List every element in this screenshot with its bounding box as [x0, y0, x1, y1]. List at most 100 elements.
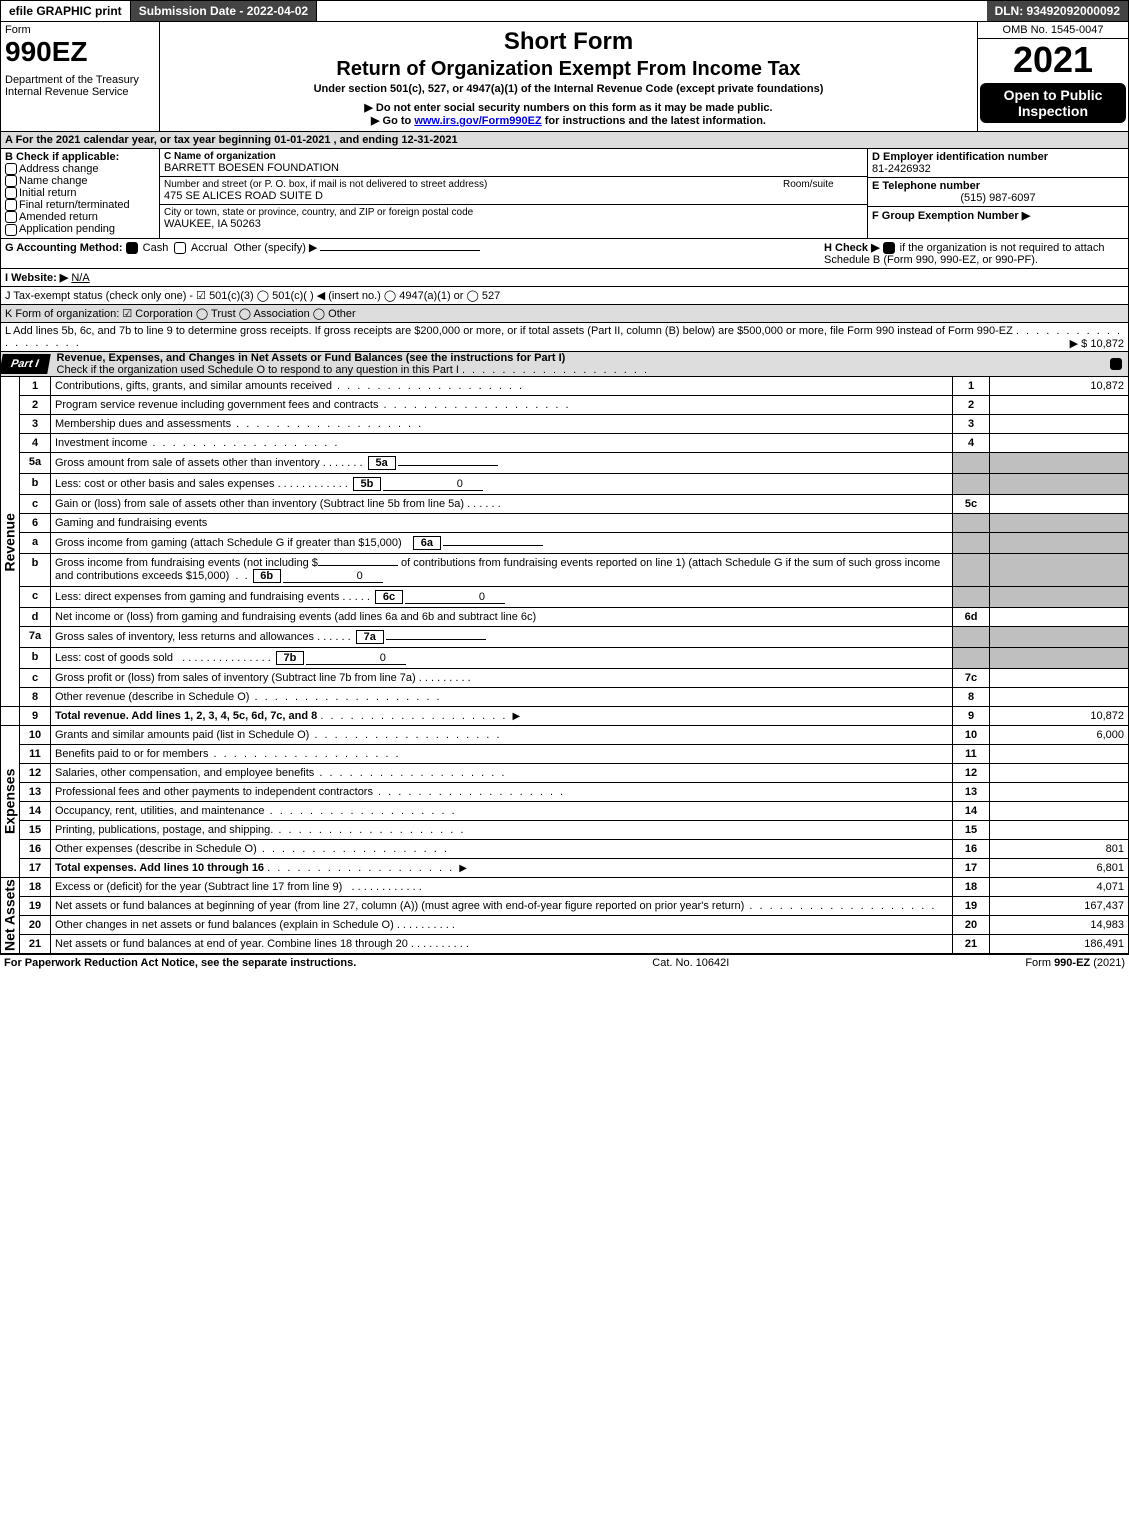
ln-3: 3 [20, 414, 51, 433]
check-application-pending[interactable]: Application pending [5, 223, 155, 235]
h-block: H Check ▶ if the organization is not req… [824, 241, 1124, 266]
part-i-checkbox[interactable] [1110, 358, 1122, 370]
amt-11 [990, 744, 1129, 763]
part-i-table: Revenue 1 Contributions, gifts, grants, … [0, 377, 1129, 954]
check-amended-return[interactable]: Amended return [5, 211, 155, 223]
ein-block: D Employer identification number 81-2426… [868, 149, 1128, 178]
amt-7b-shade [990, 647, 1129, 668]
check-initial-return[interactable]: Initial return [5, 187, 155, 199]
col-def: D Employer identification number 81-2426… [868, 149, 1128, 238]
rn-6d: 6d [953, 607, 990, 626]
header-center: Short Form Return of Organization Exempt… [160, 22, 978, 131]
ln-13: 13 [20, 782, 51, 801]
line-20-text: Other changes in net assets or fund bala… [51, 915, 953, 934]
check-cash[interactable] [126, 242, 138, 254]
check-name-change[interactable]: Name change [5, 175, 155, 187]
footer-center: Cat. No. 10642I [652, 957, 729, 969]
amt-13 [990, 782, 1129, 801]
check-h[interactable] [883, 242, 895, 254]
row-a-tax-year: A For the 2021 calendar year, or tax yea… [0, 132, 1129, 149]
website-value: N/A [71, 272, 89, 284]
line-13-text: Professional fees and other payments to … [51, 782, 953, 801]
lbl-cash: Cash [143, 242, 169, 254]
rn-6-shade [953, 513, 990, 532]
h-label: H Check ▶ [824, 242, 880, 254]
line-7a-text: Gross sales of inventory, less returns a… [51, 626, 953, 647]
col-c: C Name of organization BARRETT BOESEN FO… [160, 149, 868, 238]
line-16-text: Other expenses (describe in Schedule O) [51, 839, 953, 858]
open-public-badge: Open to Public Inspection [980, 83, 1126, 123]
amt-15 [990, 820, 1129, 839]
ln-6d: d [20, 607, 51, 626]
room-label: Room/suite [783, 179, 863, 190]
rn-15: 15 [953, 820, 990, 839]
sub3: ▶ Go to www.irs.gov/Form990EZ for instru… [164, 114, 973, 127]
tax-year: 2021 [978, 39, 1128, 81]
info-grid: B Check if applicable: Address change Na… [0, 149, 1129, 239]
netassets-vlabel: Net Assets [1, 877, 20, 953]
part-i-label: Part I [0, 354, 50, 374]
line-5b-text: Less: cost or other basis and sales expe… [51, 473, 953, 494]
lbl-amended-return: Amended return [19, 211, 98, 223]
check-final-return[interactable]: Final return/terminated [5, 199, 155, 211]
lbl-initial-return: Initial return [19, 187, 76, 199]
form-number: 990EZ [5, 36, 155, 68]
line-11-text: Benefits paid to or for members [51, 744, 953, 763]
ln-19: 19 [20, 896, 51, 915]
sub3-pre: ▶ Go to [371, 115, 414, 127]
line-10-text: Grants and similar amounts paid (list in… [51, 725, 953, 744]
street-label: Number and street (or P. O. box, if mail… [164, 179, 783, 190]
ln-7a: 7a [20, 626, 51, 647]
rn-13: 13 [953, 782, 990, 801]
line-2-text: Program service revenue including govern… [51, 395, 953, 414]
rn-5b-shade [953, 473, 990, 494]
check-accrual[interactable] [174, 242, 186, 254]
lbl-other: Other (specify) ▶ [234, 242, 318, 254]
amt-18: 4,071 [990, 877, 1129, 896]
form-header: Form 990EZ Department of the Treasury In… [0, 22, 1129, 132]
rn-17: 17 [953, 858, 990, 877]
rn-12: 12 [953, 763, 990, 782]
sub1: Under section 501(c), 527, or 4947(a)(1)… [164, 83, 973, 95]
line-12-text: Salaries, other compensation, and employ… [51, 763, 953, 782]
header-left: Form 990EZ Department of the Treasury In… [1, 22, 160, 131]
amt-17: 6,801 [990, 858, 1129, 877]
amt-5c [990, 494, 1129, 513]
dln-value: DLN: 93492092000092 [987, 1, 1128, 21]
lbl-name-change: Name change [19, 175, 88, 187]
rn-6a-shade [953, 532, 990, 553]
footer-right: Form 990-EZ (2021) [1025, 957, 1125, 969]
line-7b-text: Less: cost of goods sold . . . . . . . .… [51, 647, 953, 668]
efile-print-button[interactable]: efile GRAPHIC print [1, 1, 131, 21]
line-7c-text: Gross profit or (loss) from sales of inv… [51, 668, 953, 687]
dept-treasury: Department of the Treasury [5, 74, 155, 86]
ln-8: 8 [20, 687, 51, 706]
line-15-text: Printing, publications, postage, and shi… [51, 820, 953, 839]
ln-9: 9 [20, 706, 51, 725]
amt-19: 167,437 [990, 896, 1129, 915]
rn-20: 20 [953, 915, 990, 934]
top-bar: efile GRAPHIC print Submission Date - 20… [0, 0, 1129, 22]
ln-1: 1 [20, 377, 51, 396]
amt-21: 186,491 [990, 934, 1129, 953]
street-value: 475 SE ALICES ROAD SUITE D [164, 190, 863, 202]
col-b-title: B Check if applicable: [5, 151, 155, 163]
lbl-address-change: Address change [19, 163, 99, 175]
line-6b-text: Gross income from fundraising events (no… [51, 553, 953, 586]
amt-6-shade [990, 513, 1129, 532]
rn-10: 10 [953, 725, 990, 744]
part-i-title: Revenue, Expenses, and Changes in Net As… [57, 352, 566, 364]
ln-21: 21 [20, 934, 51, 953]
row-j: J Tax-exempt status (check only one) - ☑… [0, 287, 1129, 305]
check-address-change[interactable]: Address change [5, 163, 155, 175]
irs-link[interactable]: www.irs.gov/Form990EZ [414, 115, 541, 127]
line-6d-text: Net income or (loss) from gaming and fun… [51, 607, 953, 626]
amt-16: 801 [990, 839, 1129, 858]
org-name: BARRETT BOESEN FOUNDATION [164, 162, 863, 174]
amt-6c-shade [990, 586, 1129, 607]
accounting-method: G Accounting Method: Cash Accrual Other … [5, 241, 824, 266]
amt-6a-shade [990, 532, 1129, 553]
i-label: I Website: ▶ [5, 272, 68, 284]
line-3-text: Membership dues and assessments [51, 414, 953, 433]
line-21-text: Net assets or fund balances at end of ye… [51, 934, 953, 953]
